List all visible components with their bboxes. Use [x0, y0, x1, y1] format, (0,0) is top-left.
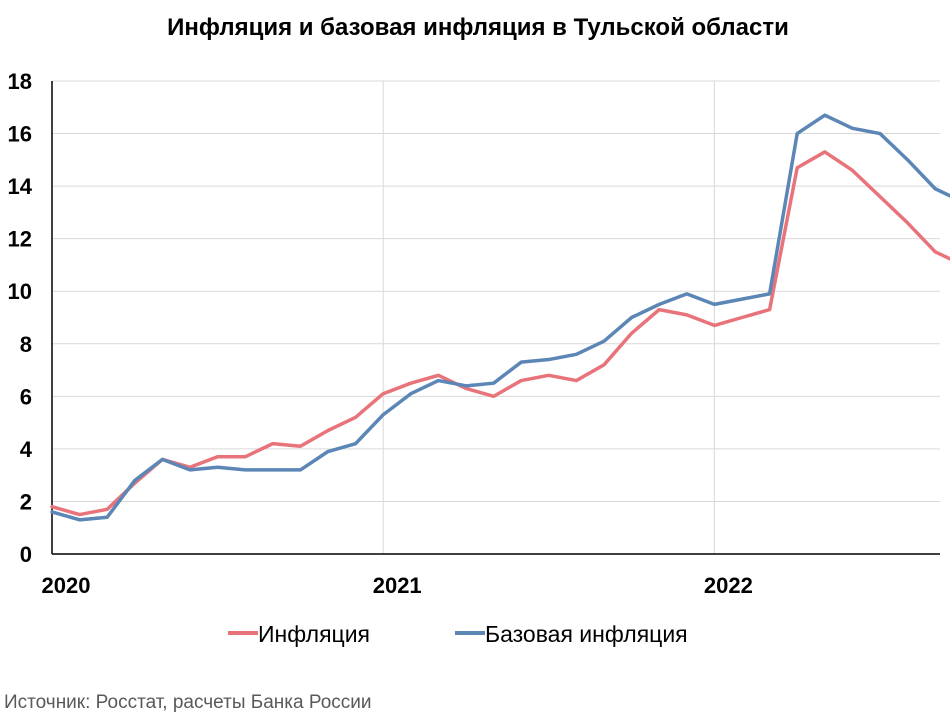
y-tick-label: 2 [20, 489, 32, 514]
chart-title: Инфляция и базовая инфляция в Тульской о… [167, 14, 789, 41]
x-tick-label: 2020 [42, 573, 91, 598]
legend-label-inflation: Инфляция [258, 621, 370, 647]
x-tick-label: 2021 [373, 573, 422, 598]
y-tick-label: 6 [20, 384, 32, 409]
series-lines [50, 113, 950, 522]
y-tick-label: 12 [8, 227, 32, 252]
gridlines [52, 80, 940, 554]
y-tick-label: 4 [20, 437, 33, 462]
series-line-core-inflation [50, 113, 950, 522]
y-tick-label: 14 [8, 174, 33, 199]
x-tick-label: 2022 [704, 573, 753, 598]
y-tick-label: 0 [20, 542, 32, 567]
y-tick-label: 8 [20, 332, 32, 357]
y-tick-label: 18 [8, 69, 32, 94]
legend: Инфляция Базовая инфляция [228, 621, 688, 647]
y-tick-label: 16 [8, 122, 32, 147]
x-axis: 2020202120222023 [42, 81, 940, 598]
source-note: Источник: Росстат, расчеты Банка России [4, 692, 372, 713]
series-line-inflation [50, 150, 950, 517]
y-tick-label: 10 [8, 279, 32, 304]
y-axis-ticks: 0 2 4 6 8 10 12 14 16 18 [8, 69, 33, 567]
legend-label-core-inflation: Базовая инфляция [485, 621, 688, 647]
